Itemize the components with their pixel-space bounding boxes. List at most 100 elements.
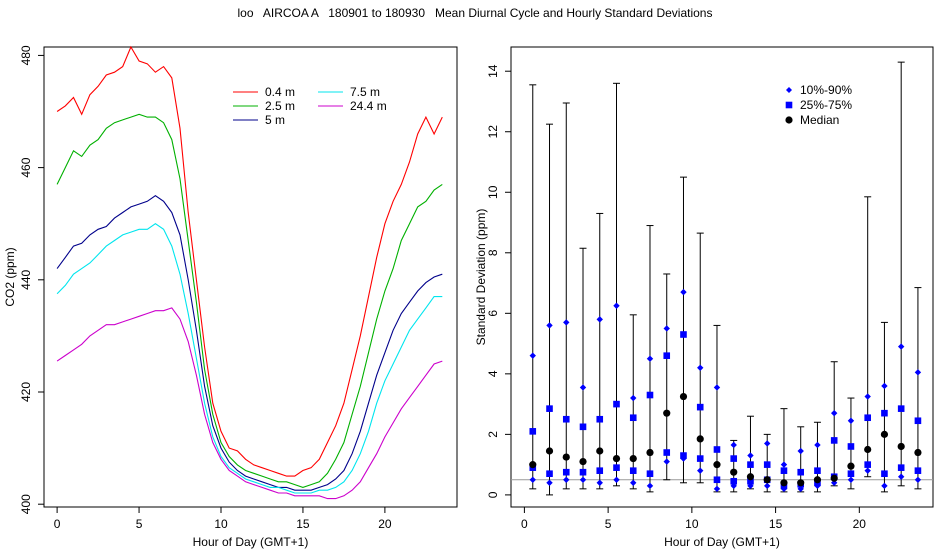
median-point (813, 476, 822, 484)
series-line-2-5-m (56, 113, 443, 488)
median-point (880, 430, 889, 438)
p10-point (646, 482, 654, 490)
legend-label: 10%-90% (800, 83, 852, 97)
p90-point (814, 441, 821, 449)
y-tick-label-right: 4 (486, 370, 500, 377)
p25-point (713, 476, 721, 484)
p10-point (697, 467, 704, 474)
y-axis-title-right: Standard Deviation (ppm) (474, 209, 488, 346)
y-tick-label-right: 10 (486, 185, 500, 199)
y-tick-label-right: 0 (486, 491, 500, 498)
x-axis-title-left: Hour of Day (GMT+1) (193, 535, 309, 549)
x-tick-label-left: 20 (378, 517, 392, 531)
p75-point (680, 331, 687, 338)
p10-point (797, 485, 804, 493)
p25-point (562, 468, 570, 476)
p90-point (830, 409, 838, 417)
median-point (646, 448, 654, 457)
p75-point (579, 423, 587, 431)
legend-symbol-circle (785, 116, 793, 124)
median-point (847, 462, 855, 470)
p90-point (563, 319, 570, 326)
y-tick-label-right: 2 (486, 431, 500, 438)
p25-point (881, 470, 888, 478)
p10-point (713, 485, 721, 493)
y-tick-label-right: 6 (486, 310, 500, 317)
median-point (696, 435, 704, 443)
p25-point (897, 464, 905, 471)
p10-point (663, 458, 670, 465)
p25-point (680, 452, 687, 459)
p75-point (562, 415, 570, 423)
y-tick-label-left: 400 (19, 494, 33, 514)
y-tick-label-right: 12 (486, 125, 500, 139)
median-point (529, 461, 537, 469)
y-axis-title-left: CO2 (ppm) (3, 247, 17, 306)
p25-point (663, 449, 671, 456)
p25-point (847, 470, 855, 478)
median-point (612, 454, 621, 463)
p25-point (596, 467, 604, 474)
p90-point (747, 452, 754, 459)
median-point (562, 453, 570, 461)
p90-point (579, 384, 587, 391)
p10-point (546, 479, 553, 486)
p25-point (646, 470, 654, 478)
p75-point (713, 446, 721, 453)
p75-point (613, 400, 620, 408)
p90-point (596, 316, 603, 323)
p90-point (713, 384, 721, 391)
p10-point (563, 476, 570, 483)
median-point (780, 479, 788, 487)
p75-point (864, 414, 871, 422)
median-point (730, 468, 738, 476)
p90-point (764, 440, 771, 447)
y-tick-label-left: 460 (19, 157, 33, 177)
p10-point (764, 482, 771, 490)
x-tick-label-right: 5 (605, 517, 612, 531)
p90-point (697, 364, 704, 371)
legend-symbol-diamond (786, 87, 792, 93)
series-line-5-m (56, 195, 443, 491)
x-axis-title-right: Hour of Day (GMT+1) (664, 535, 780, 549)
p10-point (830, 479, 838, 486)
median-point (797, 479, 805, 487)
p25-point (914, 467, 922, 474)
plot-frame-right (510, 46, 934, 508)
median-point (629, 454, 637, 463)
median-point (897, 442, 905, 451)
x-tick-label-right: 0 (521, 517, 528, 531)
p25-point (864, 461, 871, 468)
p10-point (630, 479, 637, 486)
p10-point (847, 476, 855, 483)
chart-title: loo AIRCOA A 180901 to 180930 Mean Diurn… (237, 6, 713, 20)
median-point (713, 461, 721, 469)
median-point (579, 458, 587, 466)
p75-point (897, 405, 905, 412)
legend-label: Median (800, 113, 839, 127)
p10-point (730, 482, 737, 490)
p90-point (881, 382, 888, 390)
p75-point (881, 409, 888, 417)
p75-point (646, 391, 654, 399)
p75-point (663, 352, 671, 359)
median-point (679, 392, 688, 401)
p75-point (730, 455, 738, 462)
p25-point (579, 468, 587, 476)
p90-point (613, 302, 620, 309)
p75-point (546, 405, 553, 412)
p90-point (663, 325, 670, 332)
y-tick-label-left: 480 (19, 45, 33, 65)
legend-label: 5 m (265, 113, 285, 127)
p90-point (797, 447, 804, 455)
p25-point (730, 477, 738, 485)
p90-point (914, 369, 922, 376)
x-tick-label-left: 5 (136, 517, 143, 531)
p75-point (780, 467, 788, 474)
p90-point (864, 393, 871, 400)
p90-point (546, 322, 553, 329)
x-tick-label-left: 15 (296, 517, 310, 531)
legend-symbol-square (785, 101, 793, 109)
legend-label: 0.4 m (265, 85, 295, 99)
